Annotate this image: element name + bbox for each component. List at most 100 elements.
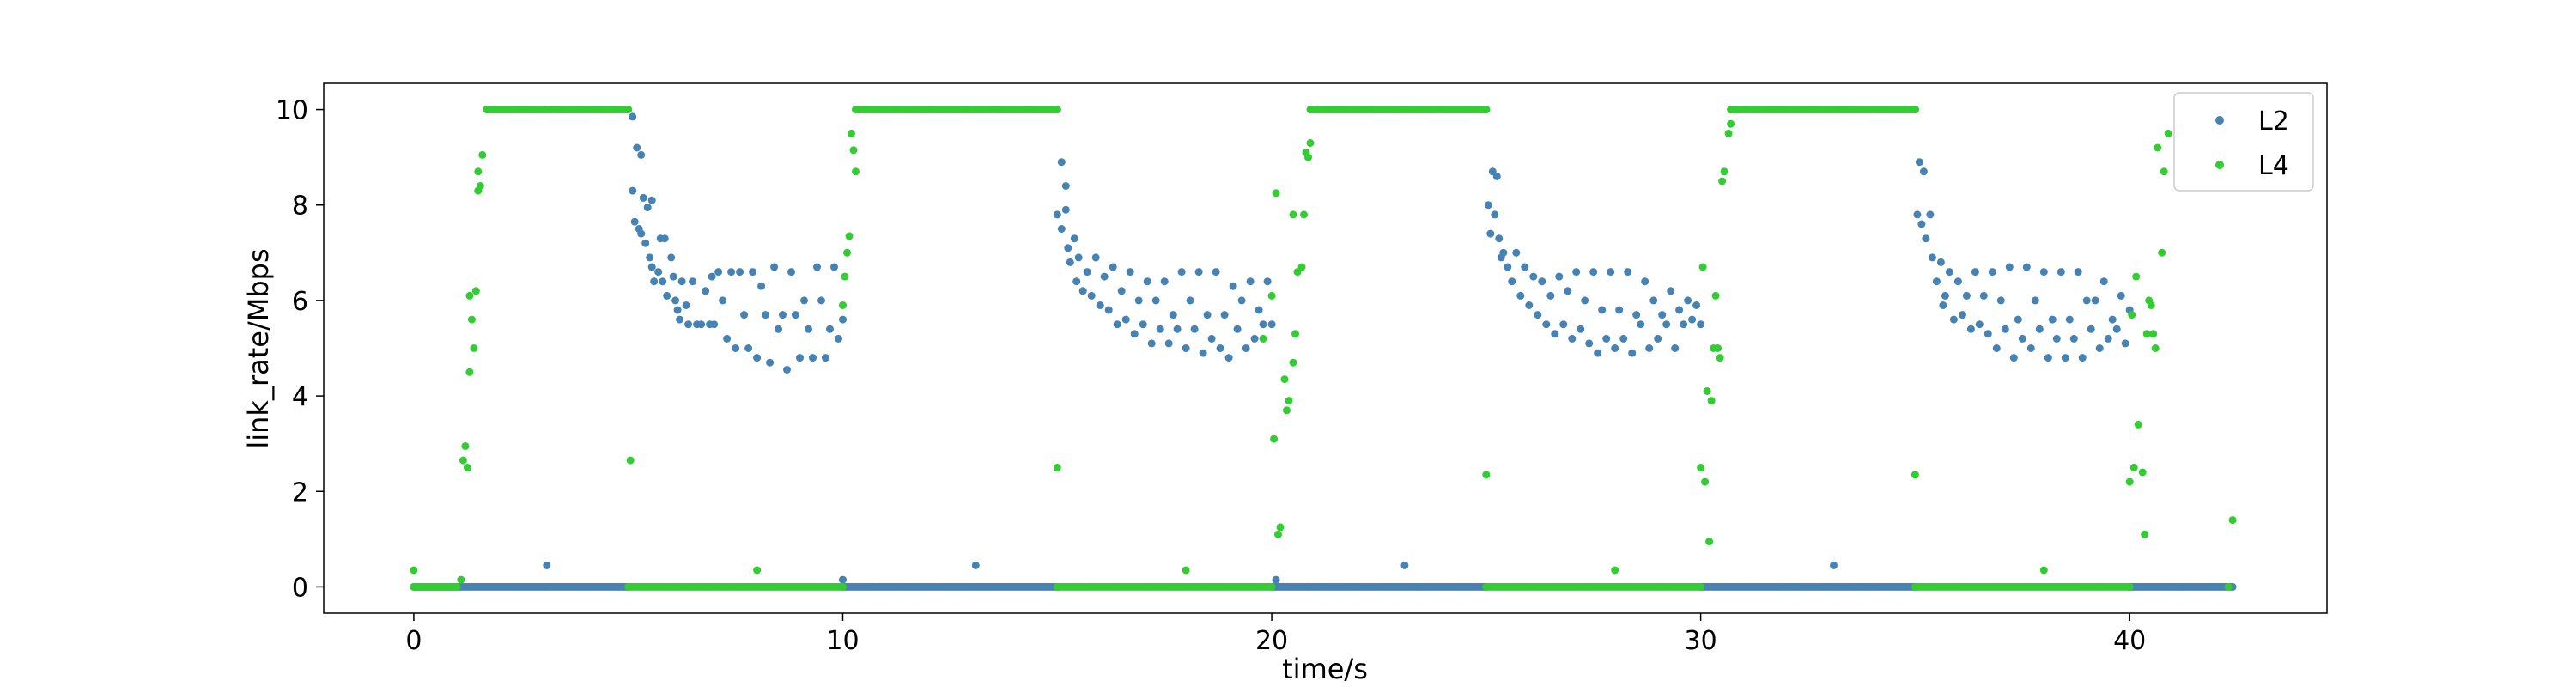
point-l4 <box>1270 435 1279 443</box>
point-l2 <box>826 325 834 333</box>
point-l4 <box>2228 516 2237 525</box>
point-l2 <box>1104 306 1113 314</box>
point-l2 <box>1508 277 1516 286</box>
point-l2 <box>1087 291 1096 300</box>
y-axis: 0 2 4 6 8 10 <box>276 96 324 603</box>
point-l2 <box>1263 277 1272 286</box>
point-l2 <box>1546 291 1555 300</box>
point-l4 <box>1705 538 1714 546</box>
point-l2 <box>1534 311 1542 319</box>
point-l2 <box>641 239 650 247</box>
point-l4 <box>1267 291 1276 300</box>
series-l4 <box>410 106 2237 591</box>
point-l2 <box>1117 287 1126 295</box>
point-l4 <box>626 456 635 465</box>
point-l4 <box>476 182 484 190</box>
point-l2 <box>1589 268 1598 277</box>
point-l2 <box>663 291 671 300</box>
point-l4 <box>2125 582 2134 591</box>
point-l2 <box>1083 268 1091 277</box>
point-l2 <box>1611 344 1619 352</box>
point-l2 <box>1151 296 1160 305</box>
point-l4 <box>1182 566 1190 575</box>
point-l4 <box>2128 311 2136 319</box>
point-l2 <box>1400 561 1409 569</box>
point-l4 <box>1267 582 1276 591</box>
point-l2 <box>813 263 821 271</box>
point-l2 <box>1559 320 1568 329</box>
point-l2 <box>1602 334 1611 343</box>
point-l2 <box>1495 234 1504 243</box>
point-l2 <box>633 143 641 152</box>
point-l2 <box>1096 301 1104 309</box>
point-l2 <box>1975 320 1984 329</box>
point-l4 <box>478 150 487 159</box>
point-l2 <box>1126 268 1134 277</box>
point-l4 <box>471 287 480 295</box>
point-l2 <box>1246 277 1255 286</box>
point-l2 <box>1242 344 1250 352</box>
point-l4 <box>1716 354 1724 362</box>
point-l4 <box>1698 263 1707 271</box>
point-l2 <box>677 277 686 286</box>
point-l2 <box>708 272 716 281</box>
point-l2 <box>702 287 710 295</box>
series-l2 <box>410 106 2237 591</box>
point-l2 <box>1917 220 1926 228</box>
point-l2 <box>1675 306 1684 314</box>
point-l2 <box>2091 296 2099 305</box>
point-l2 <box>1147 339 1156 348</box>
point-l2 <box>1624 268 1632 277</box>
point-l2 <box>1551 330 1559 338</box>
point-l2 <box>770 263 779 271</box>
point-l2 <box>1064 244 1072 252</box>
point-l2 <box>1945 268 1953 277</box>
point-l4 <box>2154 143 2162 152</box>
point-l2 <box>1233 325 1242 333</box>
y-tick-label: 10 <box>276 96 308 126</box>
point-l2 <box>1160 277 1169 286</box>
point-l2 <box>744 344 753 352</box>
y-tick-label: 2 <box>292 477 308 508</box>
point-l2 <box>783 366 791 374</box>
point-l2 <box>682 301 690 309</box>
point-l2 <box>1598 306 1607 314</box>
point-l4 <box>410 566 418 575</box>
point-l4 <box>453 582 461 591</box>
point-l4 <box>2138 468 2147 477</box>
point-l2 <box>1156 325 1164 333</box>
point-l2 <box>654 268 663 277</box>
point-l2 <box>1971 268 1979 277</box>
point-l4 <box>1911 106 1919 114</box>
point-l4 <box>2147 301 2155 309</box>
point-l2 <box>1684 296 1692 305</box>
point-l2 <box>1949 315 1958 324</box>
point-l2 <box>714 268 723 277</box>
point-l2 <box>671 296 680 305</box>
point-l2 <box>775 325 782 333</box>
point-l2 <box>1492 172 1501 180</box>
point-l4 <box>2132 272 2141 281</box>
point-l4 <box>2039 566 2048 575</box>
point-l2 <box>787 268 795 277</box>
point-l2 <box>1199 349 1207 357</box>
point-l4 <box>2151 344 2160 352</box>
point-l2 <box>727 268 736 277</box>
point-l2 <box>2117 291 2125 300</box>
legend-marker-l4 <box>2215 161 2224 169</box>
point-l2 <box>1992 344 2001 352</box>
point-l2 <box>2022 263 2031 271</box>
x-tick-label: 20 <box>1255 626 1288 656</box>
point-l4 <box>2224 582 2233 591</box>
point-l2 <box>835 334 842 343</box>
point-l4 <box>463 464 471 471</box>
point-l2 <box>2078 354 2087 362</box>
point-l2 <box>1984 330 1992 338</box>
point-l2 <box>639 193 647 202</box>
point-l2 <box>2039 268 2048 277</box>
point-l2 <box>1224 354 1233 362</box>
point-l4 <box>839 301 847 309</box>
point-l2 <box>1057 158 1066 167</box>
point-l2 <box>1486 229 1495 238</box>
